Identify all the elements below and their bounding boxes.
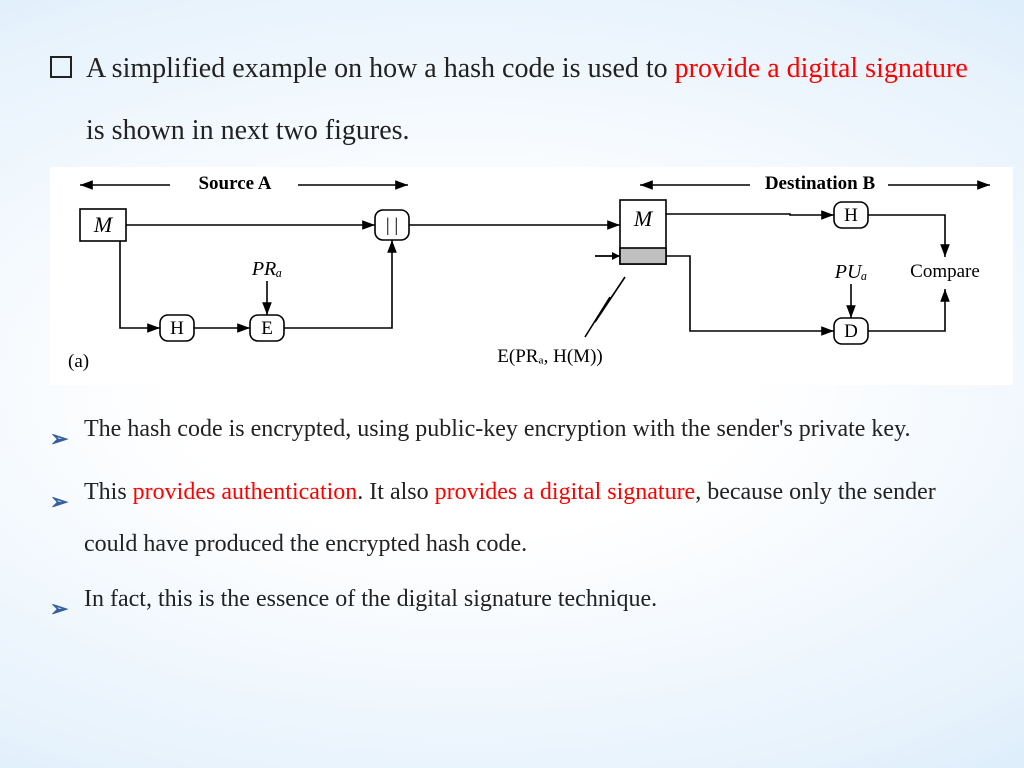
svg-text:M: M (633, 206, 654, 231)
svg-text:Destination B: Destination B (765, 173, 876, 194)
list-item-text: The hash code is encrypted, using public… (84, 403, 974, 456)
svg-text:E(PRₐ, H(M)): E(PRₐ, H(M)) (497, 346, 602, 367)
square-bullet-icon (50, 56, 72, 78)
list-item-text: This provides authentication. It also pr… (84, 466, 974, 572)
svg-text:PRₐ: PRₐ (251, 258, 282, 280)
svg-text:H: H (844, 205, 858, 226)
header-pre: A simplified example on how a hash code … (86, 53, 675, 84)
list-item: ➢ This provides authentication. It also p… (50, 466, 974, 572)
arrow-bullet-icon: ➢ (50, 478, 68, 526)
arrow-bullet-icon: ➢ (50, 585, 68, 633)
svg-text:Compare: Compare (910, 261, 980, 282)
header-red: provide a digital signature (675, 53, 968, 84)
list-item: ➢ In fact, this is the essence of the dig… (50, 573, 974, 633)
header-bullet: A simplified example on how a hash code … (50, 38, 974, 161)
list-item: ➢ The hash code is encrypted, using publi… (50, 403, 974, 463)
header-post: is shown in next two figures. (86, 115, 410, 146)
svg-text:M: M (93, 212, 114, 237)
bullet-list: ➢ The hash code is encrypted, using publi… (50, 403, 974, 633)
svg-text:(a): (a) (68, 351, 89, 372)
slide-root: A simplified example on how a hash code … (0, 0, 1024, 768)
svg-text:PUₐ: PUₐ (834, 261, 868, 283)
svg-text:Source A: Source A (198, 173, 271, 194)
svg-text:E: E (261, 318, 273, 339)
list-item-text: In fact, this is the essence of the digi… (84, 573, 974, 626)
svg-text:H: H (170, 318, 184, 339)
diagram-svg: Source A Destination B M H E PRₐ | | M E(PRₐ, H(… (50, 167, 1013, 385)
svg-text:D: D (844, 321, 858, 342)
diagram-container: Source A Destination B M H E PRₐ | | M E(PRₐ, H(… (50, 167, 1013, 385)
arrow-bullet-icon: ➢ (50, 415, 68, 463)
header-text: A simplified example on how a hash code … (86, 38, 974, 161)
svg-text:| |: | | (386, 215, 398, 236)
